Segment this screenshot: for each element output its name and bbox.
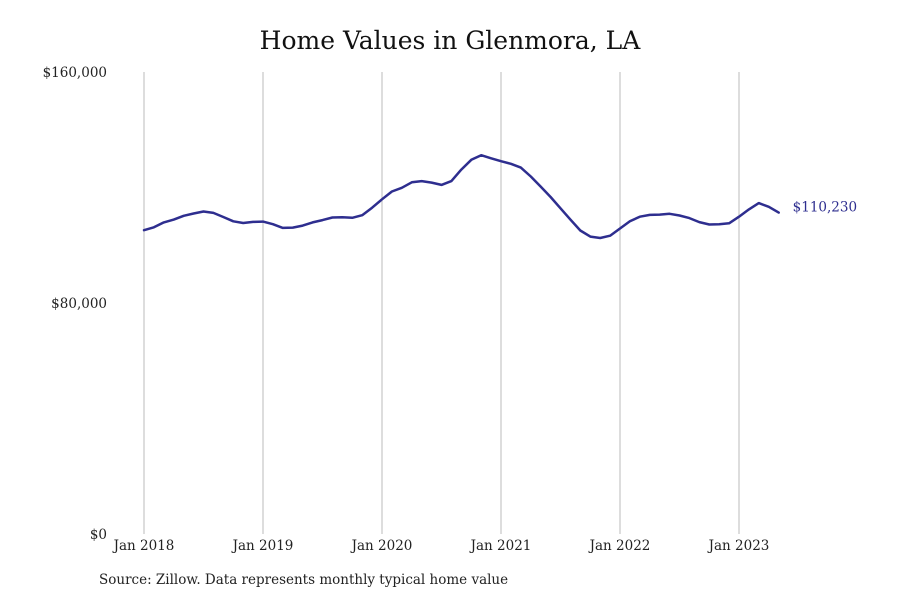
end-value-label: $110,230: [793, 200, 857, 216]
x-tick-label: Jan 2023: [707, 538, 770, 554]
x-tick-label: Jan 2022: [588, 538, 651, 554]
x-tick-label: Jan 2021: [469, 538, 532, 554]
y-tick-label: $0: [90, 527, 107, 543]
series-layer: $110,230: [142, 153, 857, 240]
y-axis-ticks: $0 $80,000 $160,000: [43, 65, 107, 543]
source-note: Source: Zillow. Data represents monthly …: [99, 572, 509, 588]
y-tick-label: $80,000: [51, 296, 107, 312]
gridlines: [143, 72, 740, 534]
x-tick-label: Jan 2018: [112, 538, 175, 554]
y-tick-label: $160,000: [43, 65, 107, 81]
x-tick-label: Jan 2020: [350, 538, 413, 554]
x-tick-label: Jan 2019: [231, 538, 294, 554]
chart-title: Home Values in Glenmora, LA: [259, 26, 641, 55]
x-axis-ticks: Jan 2018 Jan 2019 Jan 2020 Jan 2021 Jan 2022…: [112, 538, 770, 554]
series-line: [142, 153, 780, 240]
